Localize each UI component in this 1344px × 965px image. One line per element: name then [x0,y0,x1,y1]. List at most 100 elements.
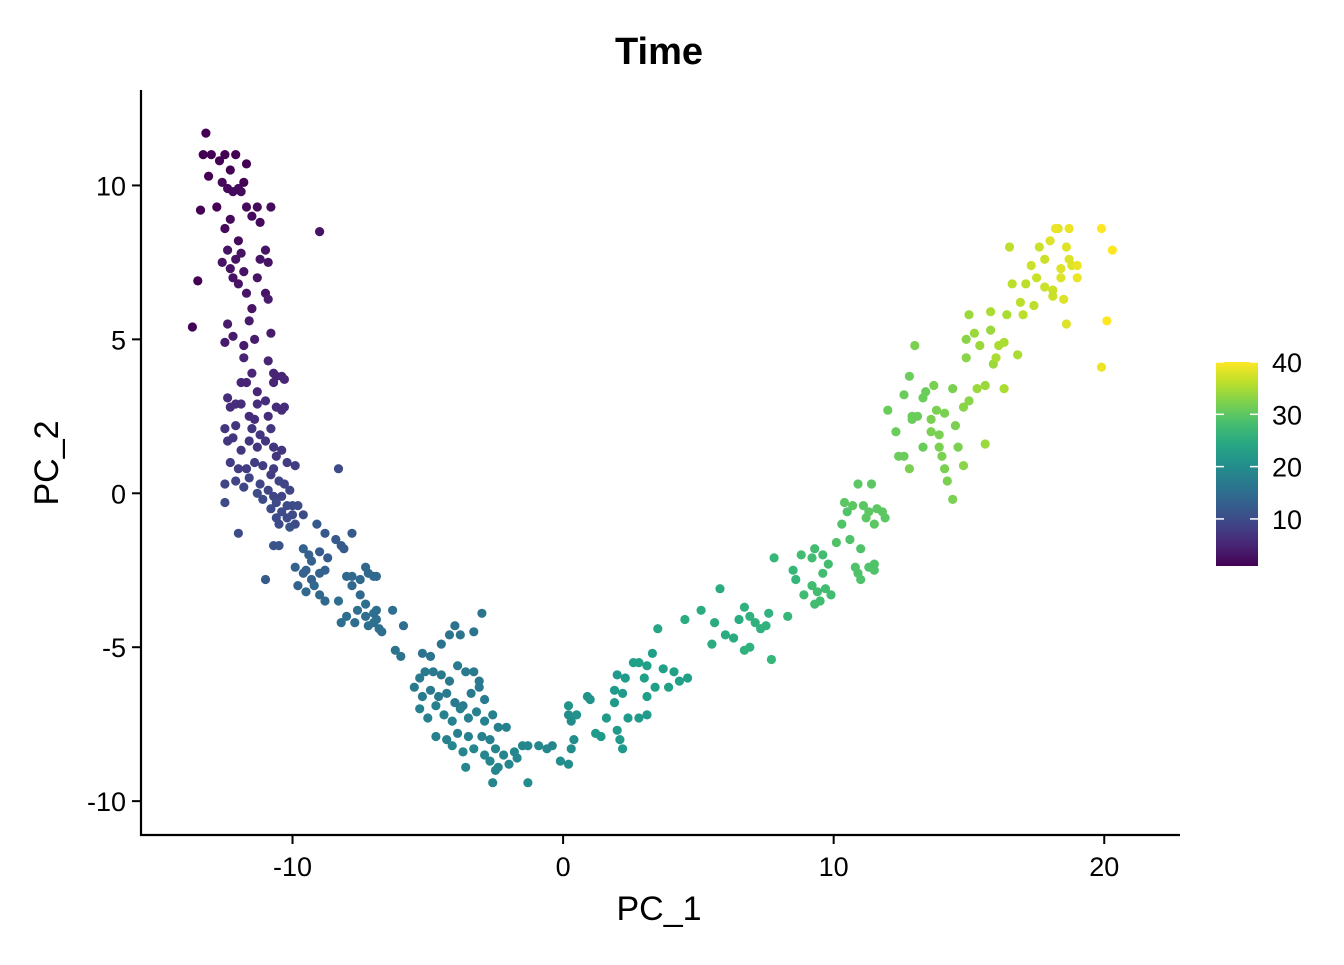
data-point [934,442,944,452]
data-point [609,685,620,695]
data-point [241,464,252,474]
data-point [355,574,365,585]
data-point [669,667,679,677]
colorbar-tick-label: 30 [1272,400,1302,430]
data-point [569,735,579,745]
data-point [315,547,325,557]
data-point [355,590,365,600]
data-point [239,482,249,492]
data-point [255,430,265,440]
data-point [469,667,479,677]
data-point [252,387,262,397]
data-point [972,384,982,394]
data-point [796,550,806,560]
data-point [223,319,233,329]
data-point [710,618,720,628]
data-point [231,254,241,264]
data-point [831,537,842,548]
data-point [861,513,871,523]
data-point [252,399,262,409]
data-point [653,624,663,634]
data-point [918,442,928,452]
data-point [572,710,582,720]
data-point [233,528,243,538]
y-ticks: -10 -5 0 5 10 [87,171,141,817]
data-point [585,694,595,705]
data-point [958,461,969,471]
data-point [236,445,246,455]
data-point [761,621,771,631]
data-point [642,691,652,702]
y-tick-label: 5 [111,325,126,355]
data-point [926,414,936,424]
data-point [225,264,235,274]
data-point [1096,362,1107,372]
data-point [1040,254,1050,264]
data-point [480,694,490,705]
data-point [244,473,254,483]
data-point [431,731,441,742]
data-point [423,713,433,723]
data-point [523,778,533,788]
data-point [750,618,760,628]
data-point [623,713,633,723]
data-point [450,621,460,631]
data-point [1056,264,1066,274]
data-point [195,205,206,215]
data-point [331,534,341,545]
data-point [369,618,379,628]
data-point [247,424,257,434]
data-point [263,485,273,495]
data-point [642,710,652,720]
data-point [1029,300,1039,311]
x-ticks: -10 0 10 20 [273,835,1119,882]
data-point [250,457,260,468]
data-point [439,710,449,720]
x-tick-label: 10 [819,852,849,882]
data-point [818,568,828,578]
data-point [323,553,333,563]
data-point [220,497,230,508]
data-point [415,704,425,714]
data-point [1007,279,1017,289]
data-point [290,519,300,529]
data-point [436,639,446,649]
data-point [252,442,262,452]
data-point [986,325,996,335]
data-point [239,353,249,363]
data-point [899,390,909,400]
data-point [371,605,381,615]
data-point [320,596,330,606]
data-point [1061,319,1071,329]
data-point [477,731,487,742]
data-point [980,380,990,391]
data-point [734,614,744,625]
data-point [285,485,295,495]
data-point [217,257,227,267]
data-point [277,445,287,455]
data-point [618,688,628,699]
data-point [823,559,833,569]
data-point [442,688,452,699]
data-point [250,334,260,344]
data-point [228,273,238,283]
data-point [347,528,357,538]
colorbar-tick-label: 20 [1272,453,1302,483]
data-point [512,753,522,763]
data-point [904,371,915,381]
data-point [263,257,273,267]
data-point [220,223,230,234]
data-point [547,741,557,751]
data-point [1045,236,1055,246]
data-point [940,408,950,418]
data-point [444,630,455,640]
data-point [912,411,923,421]
data-point [650,682,660,692]
y-tick-label: -5 [102,633,126,663]
data-point [415,673,425,683]
data-point [980,439,990,449]
data-point [964,310,974,320]
data-point [252,202,262,212]
data-point [447,716,457,726]
data-point [745,642,755,652]
